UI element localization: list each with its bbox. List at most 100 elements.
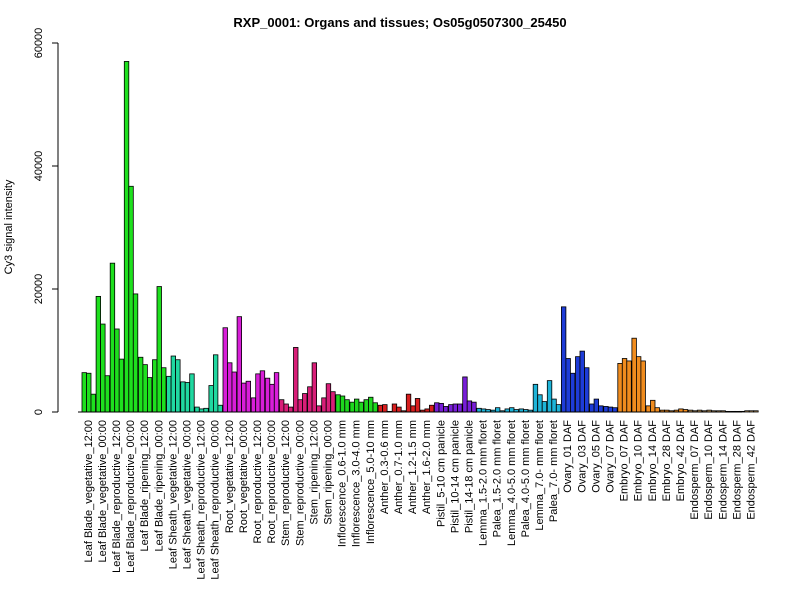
bar [358, 401, 364, 413]
chart-title: RXP_0001: Organs and tissues; Os05g05073… [233, 15, 566, 30]
bar [561, 306, 567, 413]
bar [184, 382, 191, 413]
bar [650, 399, 656, 413]
y-axis-label: Cy3 signal intensity [3, 179, 15, 274]
y-tick-label: 0 [33, 409, 45, 415]
x-tick-label: Leaf Blade_reproductive_12:00 [111, 420, 123, 573]
bar [330, 391, 336, 413]
bar [86, 372, 92, 413]
x-tick-label: Endosperm_28 DAF [731, 420, 743, 520]
bar [353, 398, 360, 413]
bar [152, 359, 158, 413]
bar [476, 407, 482, 413]
x-tick-label: Endosperm_42 DAF [745, 420, 757, 520]
bar [245, 380, 252, 413]
bar [410, 405, 416, 413]
x-tick-label: Palea_4.0-5.0 mm floret [520, 420, 532, 537]
bar [161, 367, 167, 413]
y-axis: 0 20000 40000 60000 [33, 28, 59, 415]
bar [631, 337, 637, 413]
x-tick-label: Leaf Sheath_vegetative_00:00 [181, 420, 193, 569]
bar [132, 293, 139, 413]
x-tick-label: Stem_ripening_12:00 [308, 420, 320, 525]
bar [377, 404, 384, 413]
x-tick-label: Pistil_14-18 cm panicle [463, 420, 475, 533]
bar [428, 404, 435, 413]
x-tick-label: Root_reproductive_12:00 [252, 420, 264, 544]
bar [391, 403, 398, 413]
bar [180, 381, 186, 413]
x-tick-label: Lemma_4.0-5.0 mm floret [506, 420, 518, 546]
bar [434, 402, 440, 413]
bar [654, 407, 660, 413]
x-tick-label: Inflorescence_5.0-10 mm [365, 420, 377, 544]
x-tick-label: Anther_1.6-2.0 mm [421, 420, 433, 514]
x-tick-label: Stem_reproductive_00:00 [294, 420, 306, 546]
bar [607, 406, 614, 413]
bar [617, 363, 623, 413]
bar [114, 328, 120, 413]
x-tick-label: Leaf Blade_vegetative_12:00 [83, 420, 95, 563]
x-tick-label: Palea_7.0- mm floret [548, 420, 560, 522]
bar [302, 393, 308, 413]
bar [175, 359, 181, 413]
bar [349, 401, 355, 413]
bar [537, 394, 543, 413]
bar [382, 404, 388, 413]
bar [546, 380, 553, 413]
x-tick-label: Ovary_01 DAF [562, 420, 574, 493]
x-axis-labels: Leaf Blade_vegetative_12:00 Leaf Blade_ve… [83, 420, 758, 580]
x-tick-label: Endosperm_10 DAF [703, 420, 715, 520]
bar [146, 377, 153, 413]
bar [104, 375, 110, 413]
bar [466, 400, 473, 413]
bar [339, 395, 346, 413]
x-tick-label: Leaf Sheath_reproductive_12:00 [196, 420, 208, 580]
bar [81, 372, 87, 413]
bar [137, 356, 144, 413]
x-tick-label: Ovary_07 DAF [604, 420, 616, 493]
bar [372, 402, 378, 413]
bar [250, 397, 257, 413]
y-tick-label: 20000 [33, 274, 45, 305]
bar [142, 364, 148, 413]
x-tick-label: Palea_1.5-2.0 mm floret [492, 420, 504, 537]
y-tick-label: 40000 [33, 151, 45, 182]
x-tick-label: Ovary_05 DAF [590, 420, 602, 493]
bar [612, 407, 618, 413]
x-tick-label: Leaf Sheath_vegetative_12:00 [167, 420, 179, 569]
bar [118, 358, 125, 413]
bar [753, 410, 759, 413]
bar [307, 386, 313, 413]
bar [255, 373, 261, 413]
x-tick-label: Endosperm_07 DAF [689, 420, 701, 520]
bar [283, 403, 289, 413]
x-tick-label: Lemma_1.5-2.0 mm floret [478, 420, 490, 546]
bar [222, 327, 228, 413]
x-tick-label: Embryo_07 DAF [619, 420, 631, 502]
bar [448, 404, 454, 413]
bar [236, 316, 243, 413]
bar [509, 407, 515, 413]
bar [589, 403, 595, 413]
x-tick-label: Leaf Blade_vegetative_00:00 [97, 420, 109, 563]
x-tick-label: Embryo_42 DAF [675, 420, 687, 502]
bar [316, 405, 322, 413]
bar [575, 356, 581, 413]
x-tick-label: Root_vegetative_12:00 [224, 420, 236, 533]
x-tick-label: Leaf Blade_ripening_00:00 [153, 420, 165, 552]
bar [259, 370, 266, 413]
bar [363, 399, 369, 413]
bar [208, 385, 214, 413]
bar [241, 382, 247, 413]
bar [123, 61, 130, 413]
x-tick-label: Leaf Blade_reproductive_00:00 [125, 420, 137, 573]
bar [95, 295, 101, 413]
bar [269, 383, 275, 413]
bar [321, 397, 327, 413]
bar [462, 376, 468, 413]
bar [368, 396, 374, 413]
bars [81, 61, 759, 413]
bar [217, 404, 223, 413]
bar [621, 358, 628, 413]
